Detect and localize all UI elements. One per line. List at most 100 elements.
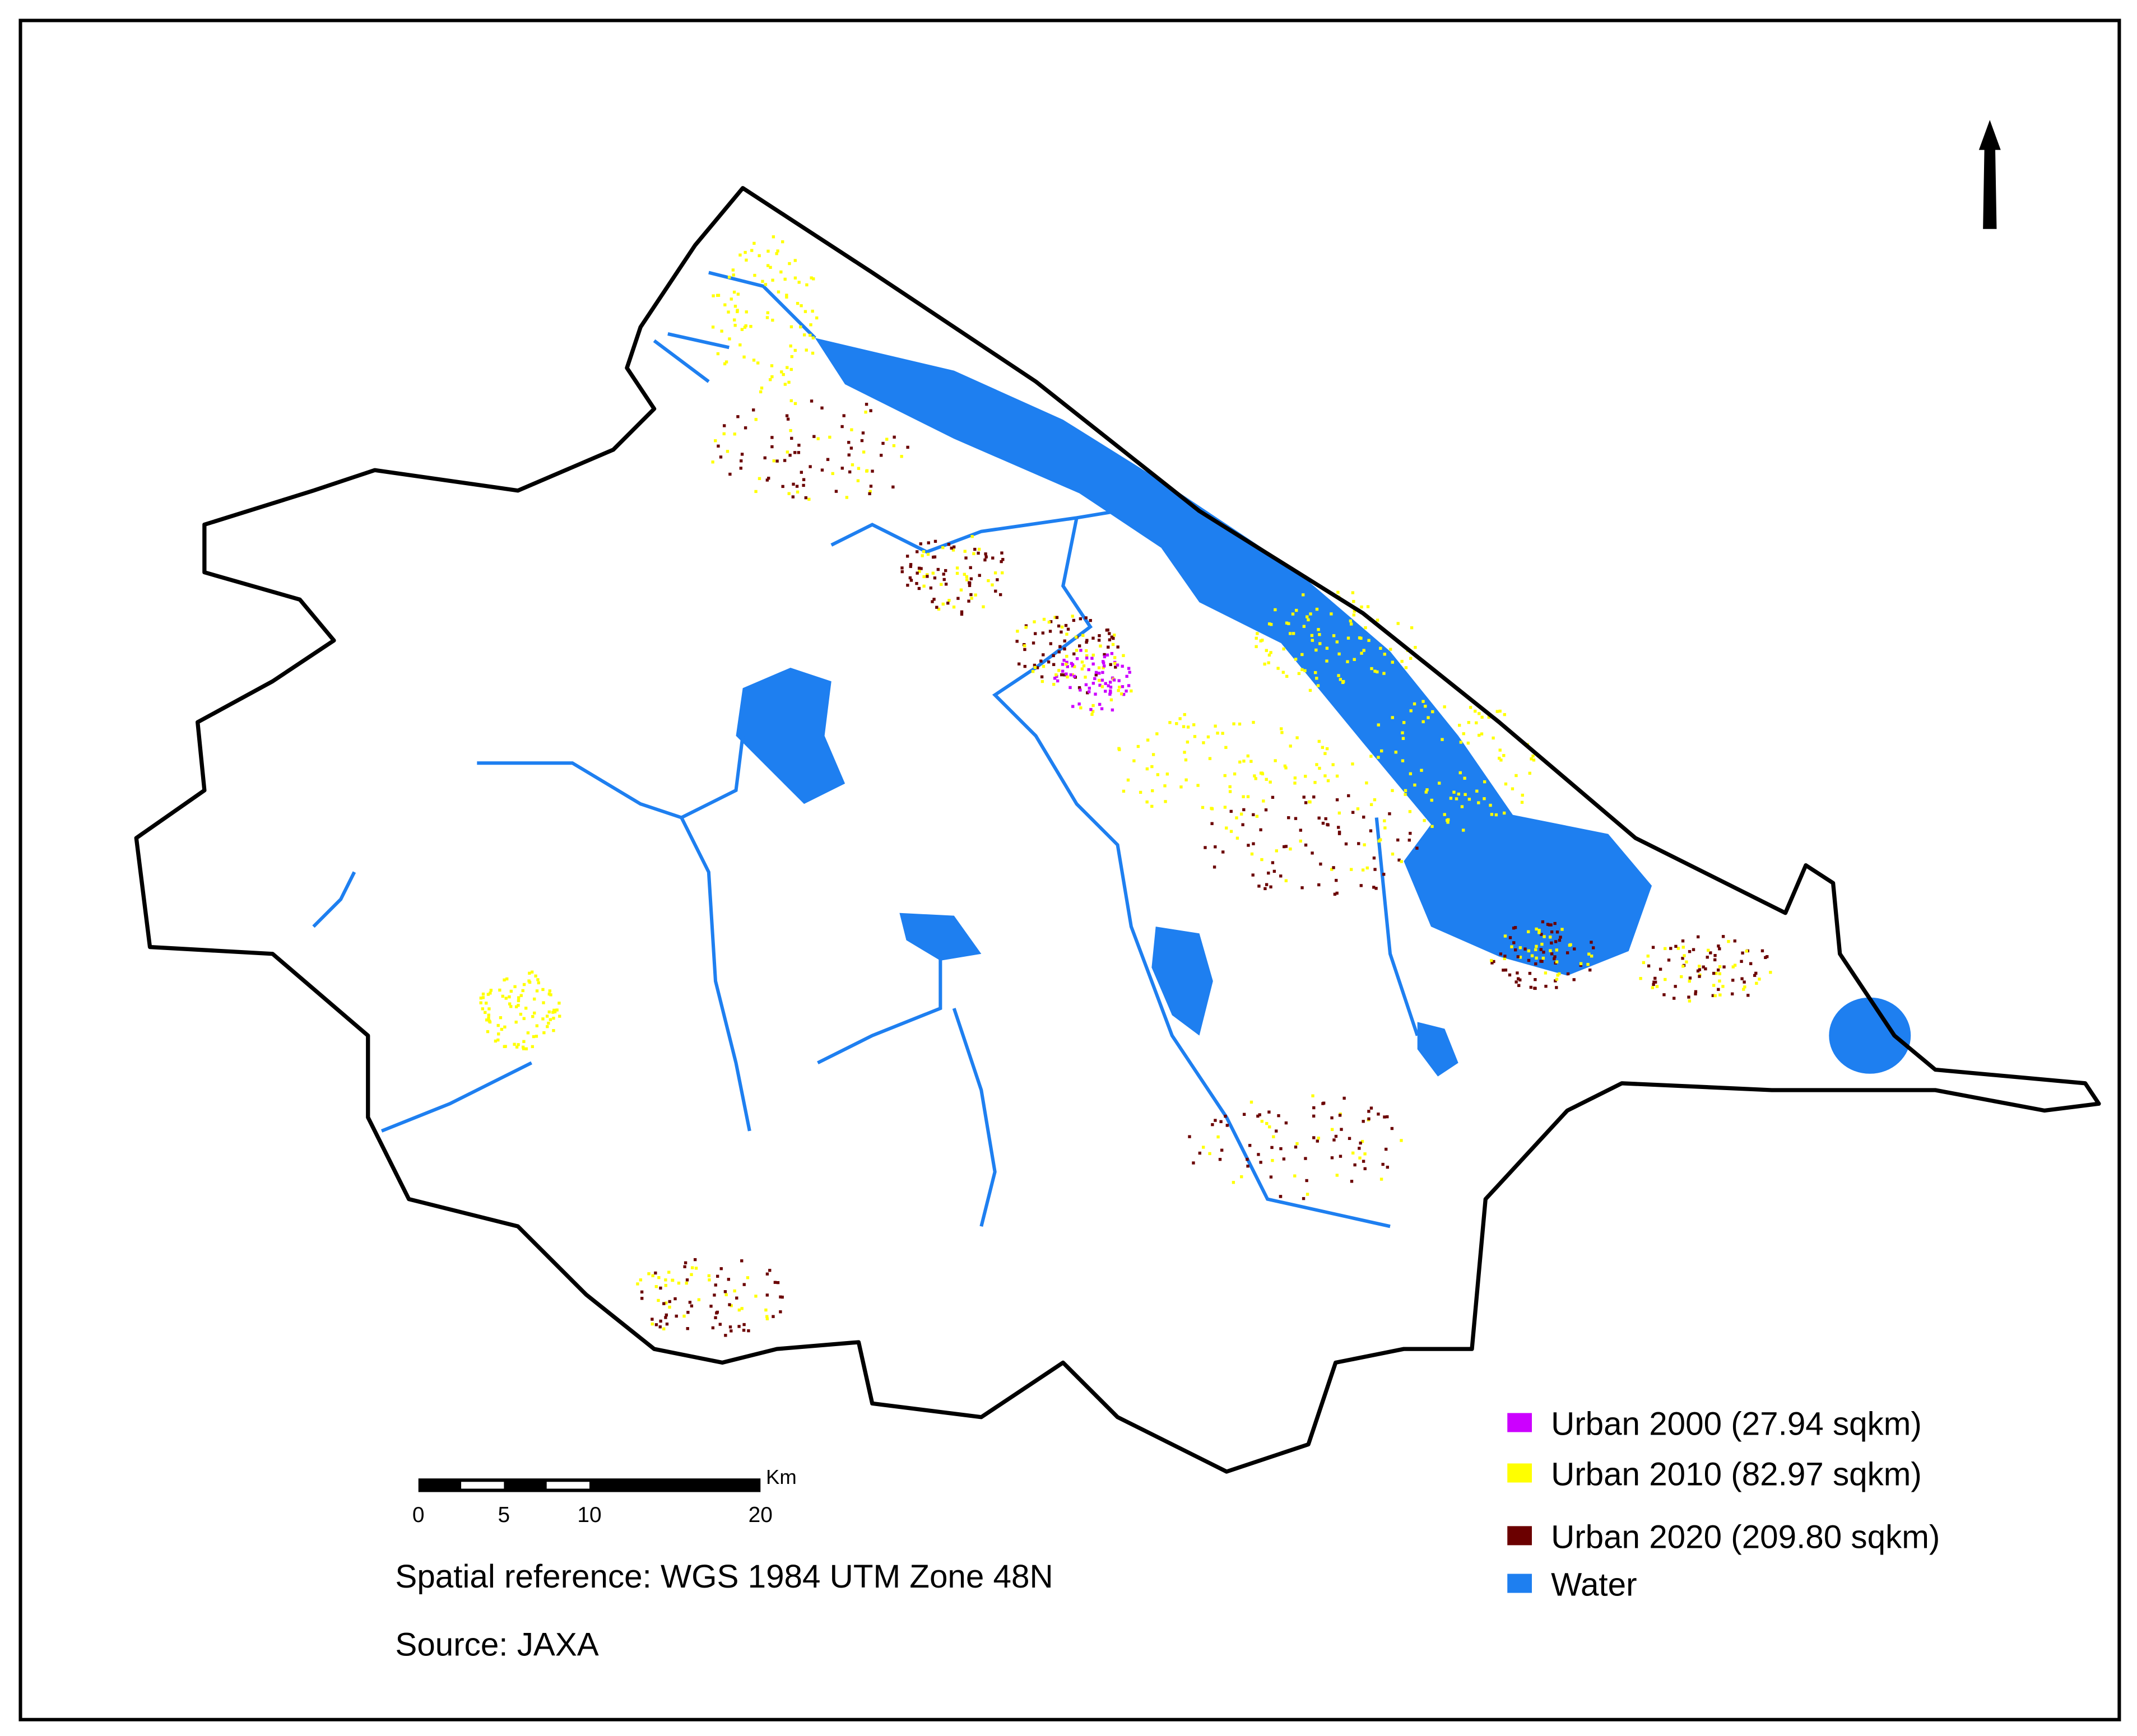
urban-pixel <box>1302 795 1306 799</box>
urban-pixel <box>1303 669 1307 672</box>
urban-pixel <box>1033 665 1037 669</box>
urban-pixel <box>504 1045 507 1048</box>
river <box>380 1061 532 1133</box>
urban-pixel <box>1109 698 1113 702</box>
urban-pixel <box>1269 885 1272 888</box>
urban-pixel <box>1367 1117 1371 1120</box>
urban-pixel <box>1655 985 1659 988</box>
urban-pixel <box>1079 706 1083 710</box>
urban-pixel <box>1033 620 1036 623</box>
urban-pixel <box>501 994 504 998</box>
urban-pixel <box>1462 829 1465 832</box>
urban-pixel <box>1201 806 1205 809</box>
urban-pixel <box>654 1323 658 1327</box>
urban-pixel <box>1091 704 1095 708</box>
urban-pixel <box>1350 1180 1354 1183</box>
urban-pixel <box>1553 957 1556 961</box>
urban-pixel <box>972 552 975 556</box>
urban-pixel <box>1391 660 1394 664</box>
urban-pixel <box>494 1039 498 1043</box>
urban-pixel <box>739 467 742 470</box>
urban-pixel <box>797 451 801 454</box>
urban-pixel <box>651 1274 654 1278</box>
urban-pixel <box>1339 678 1342 681</box>
urban-pixel <box>809 333 812 337</box>
urban-pixel <box>1415 846 1419 850</box>
urban-pixel <box>522 983 526 986</box>
urban-pixel <box>1369 829 1373 832</box>
scale-unit: Km <box>766 1465 797 1488</box>
urban-pixel <box>1113 662 1117 665</box>
urban-pixel <box>968 581 971 584</box>
urban-pixel <box>1741 951 1744 955</box>
urban-pixel <box>1024 624 1028 627</box>
urban-pixel <box>1055 616 1059 619</box>
urban-pixel <box>1238 760 1242 764</box>
urban-pixel <box>1295 608 1298 612</box>
urban-pixel <box>1072 674 1076 678</box>
urban-pixel <box>1110 635 1114 639</box>
urban-pixel <box>869 485 873 488</box>
urban-pixel <box>1302 593 1305 597</box>
urban-pixel <box>1707 948 1710 952</box>
urban-pixel <box>1239 812 1243 816</box>
urban-pixel <box>1108 692 1112 696</box>
urban-pixel <box>1743 985 1746 989</box>
urban-pixel <box>1109 685 1113 689</box>
urban-pixel <box>509 989 513 993</box>
scale-tick-label: 10 <box>577 1503 601 1527</box>
urban-pixel <box>789 399 793 402</box>
urban-pixel <box>722 432 726 436</box>
urban-pixel <box>1061 625 1064 629</box>
urban-pixel <box>1758 978 1761 981</box>
urban-pixel <box>1100 707 1104 710</box>
urban-pixel <box>505 977 509 981</box>
urban-pixel <box>1267 1110 1271 1114</box>
urban-pixel <box>1249 1100 1253 1104</box>
urban-pixel <box>1112 678 1116 682</box>
urban-pixel <box>1431 710 1434 714</box>
urban-pixel <box>683 1265 686 1268</box>
urban-pixel <box>1367 639 1371 642</box>
urban-pixel <box>772 1315 775 1318</box>
urban-pixel <box>1325 747 1329 751</box>
urban-pixel <box>1225 1124 1229 1127</box>
urban-pixel <box>664 1284 667 1287</box>
urban-pixel <box>1366 605 1370 608</box>
urban-pixel <box>1346 636 1350 640</box>
urban-pixel <box>1338 1114 1342 1117</box>
urban-pixel <box>942 573 945 576</box>
urban-pixel <box>1063 639 1066 643</box>
urban-pixel <box>1294 1145 1298 1149</box>
urban-pixel <box>1721 985 1725 988</box>
urban-pixel <box>514 1020 518 1024</box>
urban-pixel <box>770 445 774 449</box>
urban-pixel <box>779 1310 782 1314</box>
urban-pixel <box>1385 1147 1388 1151</box>
urban-pixel <box>535 1035 538 1038</box>
urban-pixel <box>651 1322 654 1326</box>
urban-pixel <box>812 277 815 281</box>
urban-pixel <box>1214 845 1217 849</box>
urban-pixel <box>758 254 761 258</box>
urban-pixel <box>1760 949 1764 953</box>
urban-pixel <box>845 496 849 499</box>
urban-pixel <box>1446 818 1449 822</box>
urban-pixel <box>1308 800 1311 804</box>
urban-pixel <box>1372 857 1376 860</box>
source: Source: JAXA <box>395 1626 598 1663</box>
urban-pixel <box>900 455 903 458</box>
urban-pixel <box>1077 702 1081 706</box>
urban-pixel <box>1047 620 1051 624</box>
urban-pixel <box>1259 771 1263 775</box>
urban-pixel <box>1673 997 1676 1000</box>
urban-pixel <box>545 1014 549 1018</box>
urban-pixel <box>1104 690 1107 693</box>
urban-pixel <box>752 359 756 362</box>
urban-pixel <box>1458 724 1461 727</box>
urban-pixel <box>797 444 801 447</box>
urban-pixel <box>1321 821 1325 825</box>
urban-pixel <box>552 1028 555 1032</box>
urban-pixel <box>1018 662 1021 665</box>
urban-pixel <box>1475 789 1479 793</box>
